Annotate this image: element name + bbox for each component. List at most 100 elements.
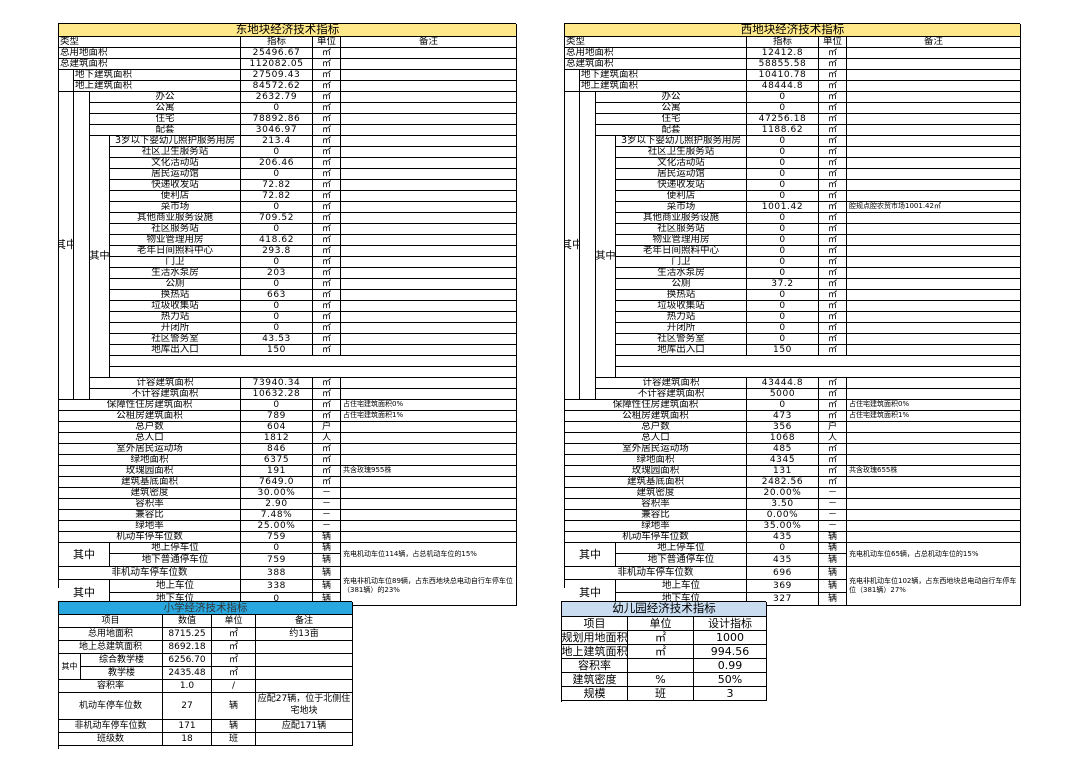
row-label: 菜市场 <box>110 202 241 213</box>
row-note <box>341 301 517 312</box>
row-note <box>847 433 1021 444</box>
row-unit: ㎡ <box>819 114 847 125</box>
row-label: 办公 <box>596 92 747 103</box>
row-note <box>256 641 353 654</box>
row-value: 663 <box>241 290 313 301</box>
row-unit: ㎡ <box>313 268 341 279</box>
row-unit: ㎡ <box>819 147 847 158</box>
row-note <box>341 477 517 488</box>
row-value: 356 <box>747 422 819 433</box>
row-note <box>256 680 353 693</box>
row-note <box>341 202 517 213</box>
row-value: 1000 <box>694 631 767 645</box>
row-label: 地库出入口 <box>616 345 747 356</box>
value-header: 指标 <box>241 37 313 48</box>
row-note <box>847 92 1021 103</box>
row-value: 206.46 <box>241 158 313 169</box>
row-label: 兼容比 <box>59 510 241 521</box>
row-label: 文化活动站 <box>110 158 241 169</box>
row-label: 公厕 <box>110 279 241 290</box>
row-note <box>341 521 517 532</box>
row-value: 0 <box>747 180 819 191</box>
row-unit: 辆 <box>819 567 847 580</box>
kindergarten-table: 幼儿园经济技术指标 项目 单位 设计指标 规划用地面积 ㎡ 1000 地上建筑面… <box>561 601 767 702</box>
row-label: 便利店 <box>110 191 241 202</box>
row-value: 72.82 <box>241 180 313 191</box>
row-label: 总用地面积 <box>565 48 747 59</box>
row-note <box>341 180 517 191</box>
row-value: 0 <box>241 279 313 290</box>
row-note <box>847 488 1021 499</box>
row-note: 腔规点腔农贸市场1001.42㎡ <box>847 202 1021 213</box>
row-label: 保障性住房建筑面积 <box>59 400 241 411</box>
type-header: 类型 <box>565 37 747 48</box>
row-value: 473 <box>747 411 819 422</box>
row-value: 759 <box>241 532 313 543</box>
row-value: 58855.58 <box>747 59 819 70</box>
row-label: 非机动车停车位数 <box>59 567 241 580</box>
row-label: 社区警务室 <box>616 334 747 345</box>
row-label: 玫瑰园面积 <box>565 466 747 477</box>
row-note <box>256 733 353 746</box>
row-unit: ㎡ <box>313 334 341 345</box>
row-unit: ㎡ <box>313 290 341 301</box>
row-value: 0 <box>241 257 313 268</box>
row-value: 846 <box>241 444 313 455</box>
row-label: 班级数 <box>59 733 163 746</box>
row-label: 总户数 <box>59 422 241 433</box>
row-value: 2.90 <box>241 499 313 510</box>
row-note <box>847 499 1021 510</box>
row-note <box>847 345 1021 356</box>
row-unit: ㎡ <box>819 224 847 235</box>
row-label: 规模 <box>562 687 628 701</box>
row-unit: ㎡ <box>212 667 256 680</box>
row-value: 7.48% <box>241 510 313 521</box>
row-value: 1188.62 <box>747 125 819 136</box>
row-note: 应配171辆 <box>256 720 353 733</box>
row-value: 0 <box>241 543 313 554</box>
row-value: 25.00% <box>241 521 313 532</box>
value-header: 设计指标 <box>694 617 767 631</box>
row-unit: ㎡ <box>819 213 847 224</box>
row-value: 10410.78 <box>747 70 819 81</box>
row-label: 菜市场 <box>616 202 747 213</box>
row-value: 0 <box>241 169 313 180</box>
row-note <box>847 334 1021 345</box>
row-label: 配套 <box>596 125 747 136</box>
row-value: 435 <box>747 554 819 567</box>
row-value: 27509.43 <box>241 70 313 81</box>
row-value: 369 <box>747 580 819 593</box>
row-unit: ㎡ <box>313 411 341 422</box>
row-note <box>341 59 517 70</box>
row-unit: ㎡ <box>819 334 847 345</box>
row-unit: ㎡ <box>313 455 341 466</box>
row-unit: ㎡ <box>819 125 847 136</box>
school-title: 小学经济技术指标 <box>59 602 353 615</box>
row-label: 住宅 <box>596 114 747 125</box>
row-value: 388 <box>241 567 313 580</box>
row-label: 开闭所 <box>110 323 241 334</box>
row-value: 0 <box>747 224 819 235</box>
row-label: 垃圾收集站 <box>616 301 747 312</box>
row-value: 5000 <box>747 389 819 400</box>
row-label: 公寓 <box>596 103 747 114</box>
row-value: 0 <box>747 323 819 334</box>
qizhong-label: 其中 <box>565 543 616 567</box>
row-note <box>847 191 1021 202</box>
row-value: 0 <box>241 301 313 312</box>
row-note <box>847 301 1021 312</box>
row-label: 地上停车位 <box>110 543 241 554</box>
row-unit: ㎡ <box>819 345 847 356</box>
note-header: 备注 <box>256 615 353 628</box>
row-unit: ㎡ <box>819 279 847 290</box>
row-unit: ㎡ <box>212 641 256 654</box>
row-value: 8692.18 <box>163 641 212 654</box>
row-value: 0 <box>747 301 819 312</box>
blank-row <box>110 356 517 367</box>
row-label: 总人口 <box>59 433 241 444</box>
row-label: 总户数 <box>565 422 747 433</box>
row-unit: % <box>628 673 694 687</box>
indent-cell <box>580 92 596 400</box>
row-value: 8715.25 <box>163 628 212 641</box>
row-value: 0 <box>241 103 313 114</box>
